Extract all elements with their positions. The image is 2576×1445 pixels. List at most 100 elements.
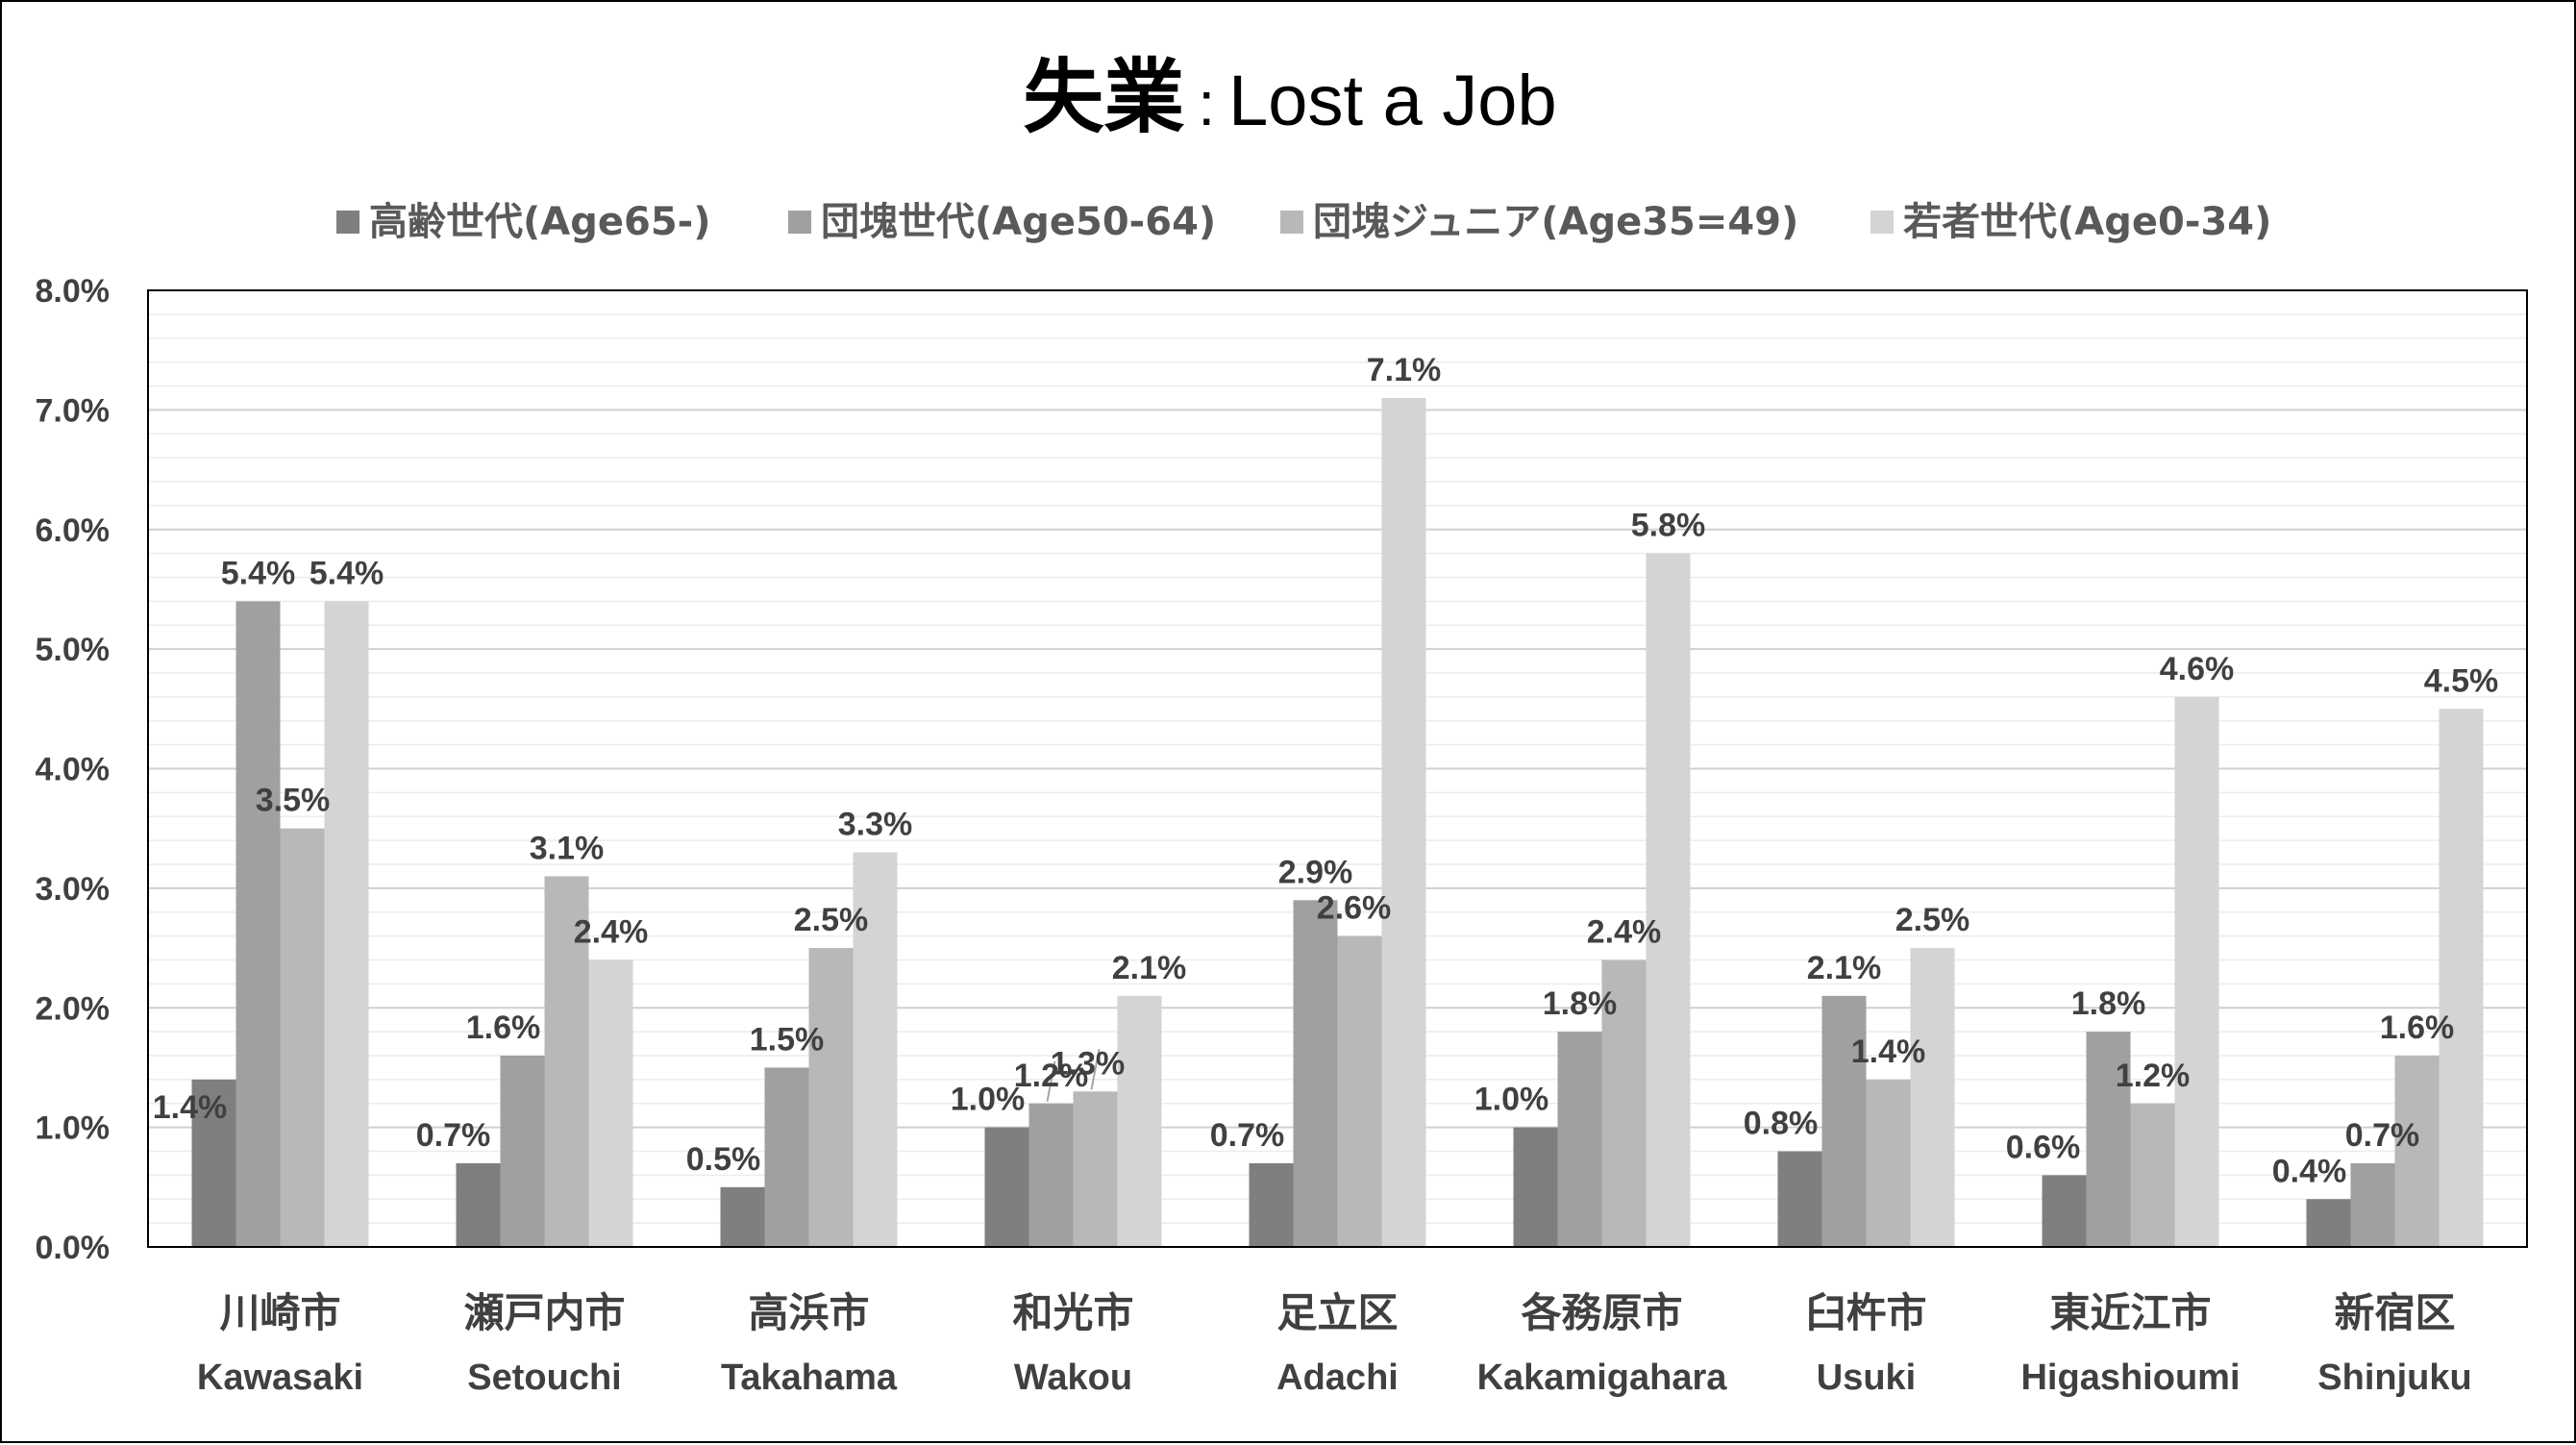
bar bbox=[853, 852, 898, 1247]
data-label: 3.1% bbox=[530, 830, 605, 866]
data-label: 0.8% bbox=[1744, 1106, 1819, 1142]
bar bbox=[1777, 1151, 1822, 1247]
data-label: 0.7% bbox=[2345, 1117, 2420, 1154]
data-label: 3.5% bbox=[256, 783, 331, 819]
x-category-label-en: Takahama bbox=[721, 1358, 898, 1398]
data-label: 1.4% bbox=[153, 1089, 228, 1126]
bar bbox=[1337, 935, 1382, 1247]
x-axis: 川崎市 Kawasaki 瀬戸内市 Setouchi 高浜市 Takahama 和光市 Wak… bbox=[197, 1289, 2472, 1398]
data-label: 1.4% bbox=[1851, 1034, 1926, 1070]
x-category-label-en: Adachi bbox=[1276, 1358, 1399, 1398]
bar bbox=[456, 1162, 501, 1247]
x-category-label-jp: 和光市 bbox=[1012, 1289, 1133, 1336]
bar bbox=[544, 876, 589, 1247]
legend-swatch bbox=[336, 211, 359, 234]
y-tick-label: 7.0% bbox=[36, 392, 111, 429]
data-label: 1.8% bbox=[1543, 985, 1618, 1022]
data-label: 1.2% bbox=[1014, 1058, 1089, 1094]
bar bbox=[1866, 1079, 1911, 1247]
bar bbox=[1821, 995, 1867, 1247]
data-label: 2.5% bbox=[1895, 902, 1970, 938]
bar bbox=[2439, 709, 2484, 1247]
bar bbox=[2086, 1032, 2131, 1247]
bar bbox=[588, 959, 633, 1247]
x-category-label-jp: 新宿区 bbox=[2334, 1289, 2455, 1336]
x-category-label-en: Shinjuku bbox=[2317, 1358, 2471, 1398]
bar bbox=[2306, 1199, 2351, 1247]
data-label: 2.4% bbox=[1587, 914, 1662, 951]
x-category-label-jp: 瀬戸内市 bbox=[463, 1289, 625, 1336]
y-tick-label: 0.0% bbox=[36, 1230, 111, 1266]
bar bbox=[1601, 959, 1647, 1247]
data-label: 2.9% bbox=[1278, 854, 1353, 890]
y-tick-label: 2.0% bbox=[36, 990, 111, 1027]
legend-label: 団塊ジュニア(Age35=49) bbox=[1313, 200, 1798, 244]
data-label: 0.7% bbox=[1210, 1117, 1285, 1154]
bar bbox=[1117, 995, 1162, 1247]
chart-title-separator: : bbox=[1198, 69, 1215, 138]
data-label: 4.6% bbox=[2160, 651, 2235, 687]
bar bbox=[235, 601, 281, 1247]
legend-swatch bbox=[1870, 211, 1894, 234]
bar bbox=[1557, 1032, 1602, 1247]
legend-swatch bbox=[788, 211, 811, 234]
bar bbox=[984, 1127, 1029, 1247]
bar bbox=[1381, 397, 1426, 1247]
data-label: 4.5% bbox=[2424, 662, 2499, 699]
y-tick-label: 8.0% bbox=[36, 273, 111, 310]
data-label: 1.2% bbox=[2116, 1058, 2191, 1094]
leader-lines bbox=[1046, 1049, 1101, 1102]
bar bbox=[500, 1056, 545, 1247]
bar bbox=[2394, 1056, 2440, 1247]
y-tick-label: 5.0% bbox=[36, 632, 111, 668]
y-tick-label: 6.0% bbox=[36, 512, 111, 549]
bar bbox=[1910, 948, 1955, 1247]
data-label: 2.1% bbox=[1807, 950, 1882, 986]
x-category-label-en: Kawasaki bbox=[197, 1358, 363, 1398]
legend-label: 高齢世代(Age65-) bbox=[369, 200, 711, 244]
legend-label: 団塊世代(Age50-64) bbox=[821, 200, 1216, 244]
x-category-label-jp: 川崎市 bbox=[219, 1289, 340, 1336]
y-axis: 0.0% 1.0% 2.0% 3.0% 4.0% 5.0% 6.0% 7.0% 8.0% bbox=[36, 273, 111, 1266]
data-labels: 1.4% 0.7% 0.5% 1.0% 0.7% 1.0% 0.8% 0.6% 0.4% 5.4%… bbox=[153, 352, 2499, 1189]
bar bbox=[808, 948, 854, 1247]
data-label: 1.0% bbox=[951, 1082, 1026, 1118]
data-label: 2.5% bbox=[794, 902, 869, 938]
data-label: 5.4% bbox=[221, 555, 296, 591]
x-category-label-en: Wakou bbox=[1014, 1358, 1132, 1398]
bar bbox=[2042, 1175, 2087, 1247]
bar bbox=[764, 1067, 809, 1247]
bar bbox=[1028, 1103, 1074, 1247]
data-label: 1.3% bbox=[1051, 1045, 1126, 1082]
legend-swatch bbox=[1280, 211, 1303, 234]
data-label: 1.5% bbox=[750, 1021, 825, 1058]
data-label: 1.0% bbox=[1474, 1082, 1549, 1118]
x-category-label-jp: 各務原市 bbox=[1521, 1289, 1682, 1336]
x-category-label-jp: 東近江市 bbox=[2049, 1289, 2211, 1336]
data-label: 0.4% bbox=[2272, 1153, 2347, 1189]
x-category-label-jp: 足立区 bbox=[1276, 1289, 1398, 1336]
bars bbox=[191, 397, 2484, 1247]
chart-title-jp: 失業 bbox=[1023, 50, 1184, 144]
data-label: 0.6% bbox=[2006, 1129, 2081, 1165]
data-label: 0.5% bbox=[686, 1141, 761, 1178]
y-tick-label: 4.0% bbox=[36, 752, 111, 788]
x-category-label-jp: 臼杵市 bbox=[1805, 1289, 1926, 1336]
x-category-label-en: Higashioumi bbox=[2020, 1358, 2240, 1398]
bar bbox=[1249, 1162, 1294, 1247]
data-label: 2.4% bbox=[574, 914, 649, 951]
bar bbox=[1073, 1091, 1118, 1247]
x-category-label-en: Kakamigahara bbox=[1477, 1358, 1728, 1398]
bar bbox=[2130, 1103, 2175, 1247]
leader-line bbox=[1090, 1049, 1101, 1090]
plot-area-border bbox=[147, 289, 2528, 1248]
bar bbox=[1646, 553, 1691, 1247]
bar bbox=[191, 1079, 236, 1247]
data-label: 3.3% bbox=[838, 807, 913, 843]
bar bbox=[280, 828, 325, 1247]
data-label: 5.8% bbox=[1631, 508, 1706, 544]
leader-line bbox=[1046, 1060, 1056, 1102]
data-label: 2.6% bbox=[1317, 890, 1392, 927]
